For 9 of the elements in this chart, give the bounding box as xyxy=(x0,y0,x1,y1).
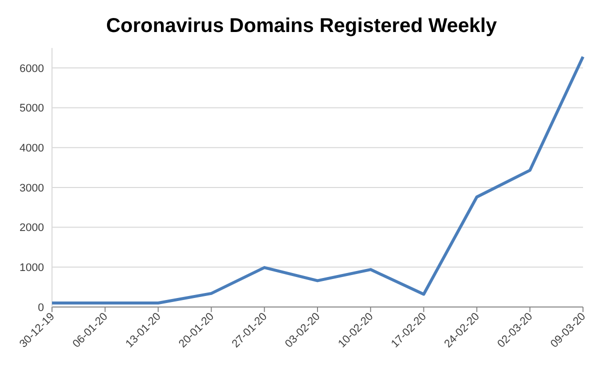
y-tick-label: 1000 xyxy=(20,262,44,274)
y-tick-label: 2000 xyxy=(20,222,44,234)
line-series xyxy=(50,55,584,305)
y-tick-label: 0 xyxy=(38,302,44,314)
chart-title: Coronavirus Domains Registered Weekly xyxy=(106,15,498,37)
y-tick-label: 5000 xyxy=(20,102,44,115)
y-tick-label: 4000 xyxy=(20,142,44,154)
y-tick-label: 3000 xyxy=(20,182,44,194)
y-tick-label: 6000 xyxy=(20,62,44,75)
